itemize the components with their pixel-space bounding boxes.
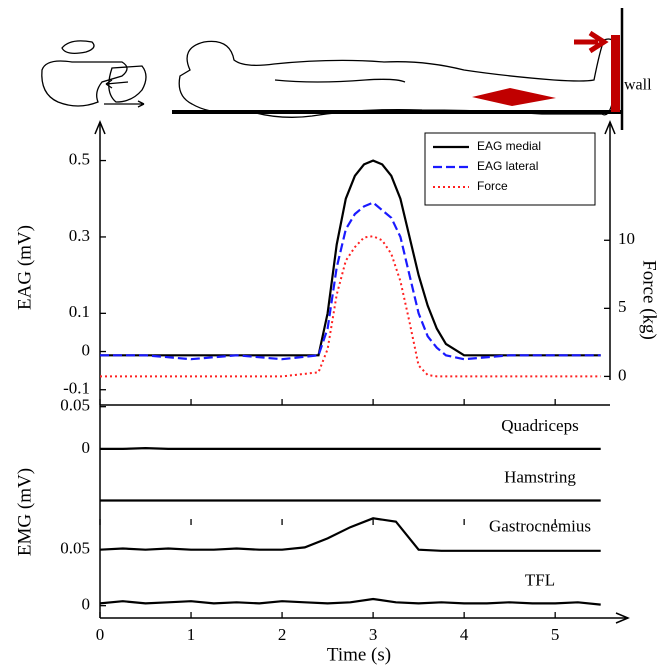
y-tick-label: 0.1: [69, 302, 90, 321]
series-label: Hamstring: [504, 467, 576, 486]
series-line: [100, 159, 601, 357]
x-tick-label: 2: [278, 625, 287, 644]
y-tick-label: 0: [82, 438, 91, 457]
y-axis-label: EAG (mV): [14, 225, 35, 310]
series-line: [100, 201, 601, 361]
patella-sketch: [61, 40, 95, 54]
sketch-axis: [104, 100, 145, 108]
x-axis-label: Time (s): [327, 644, 391, 665]
series-label: TFL: [525, 570, 555, 589]
series-label: Gastrocnemius: [489, 517, 591, 536]
sketch-arrow-head: [105, 79, 113, 89]
y2-tick-label: 10: [618, 229, 635, 248]
body-outline: [178, 38, 618, 118]
x-axis-arrow: [615, 612, 630, 624]
y-tick-label: 0: [82, 340, 91, 359]
x-tick-label: 0: [96, 625, 105, 644]
y2-axis-arrow: [604, 120, 616, 135]
legend-label: Force: [477, 179, 508, 193]
y-tick-label: 0.05: [60, 396, 90, 415]
y-tick-label: 0.5: [69, 149, 90, 168]
y2-axis-label: Force (kg): [639, 260, 660, 340]
sensor-marker: [472, 88, 556, 106]
x-tick-label: 5: [551, 625, 560, 644]
series-line: [100, 446, 601, 450]
y-axis-arrow: [94, 120, 106, 135]
legend-label: EAG lateral: [477, 159, 538, 173]
tibia-sketch: [108, 65, 147, 103]
y-tick-label: 0.3: [69, 226, 90, 245]
y-tick-label: -0.1: [63, 379, 90, 398]
femur-sketch: [41, 60, 128, 107]
sketch-arrow: [105, 81, 129, 85]
illustration: [41, 38, 618, 118]
force-plate: [611, 35, 620, 112]
y2-tick-label: 0: [618, 365, 627, 384]
x-tick-label: 1: [187, 625, 196, 644]
series-line: [99, 517, 601, 552]
series-line: [99, 597, 601, 606]
y-tick-label: 0: [82, 595, 91, 614]
arm-outline: [274, 78, 406, 83]
y2-tick-label: 5: [618, 297, 627, 316]
legend-label: EAG medial: [477, 139, 541, 153]
y-tick-label: 0.05: [60, 539, 90, 558]
legend-box: [424, 132, 596, 206]
force-arrow: [574, 30, 609, 54]
y-axis-label: EMG (mV): [14, 468, 35, 556]
series-label: Quadriceps: [501, 416, 578, 435]
x-tick-label: 4: [460, 625, 469, 644]
x-tick-label: 3: [369, 625, 378, 644]
wall-label: wall: [624, 77, 652, 94]
